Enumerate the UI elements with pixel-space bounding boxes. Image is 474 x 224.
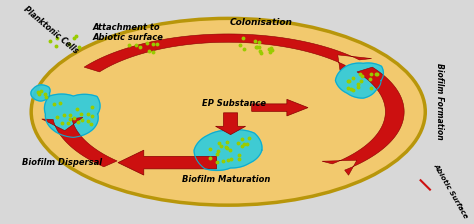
Text: EP Substance: EP Substance [202, 99, 266, 108]
Polygon shape [194, 130, 262, 170]
Text: Attachment to: Attachment to [92, 23, 160, 32]
Polygon shape [84, 34, 372, 72]
Text: Biofilm Maturation: Biofilm Maturation [182, 175, 270, 184]
Text: Abiotic surface: Abiotic surface [92, 32, 163, 42]
Polygon shape [336, 63, 383, 98]
Polygon shape [322, 67, 404, 175]
Polygon shape [216, 113, 246, 135]
Polygon shape [45, 94, 100, 137]
Polygon shape [31, 85, 50, 101]
Text: Colonisation: Colonisation [229, 18, 292, 27]
Text: Planktonic Cells: Planktonic Cells [22, 4, 80, 55]
Polygon shape [118, 150, 217, 175]
Text: Biofilm Dispersal: Biofilm Dispersal [22, 158, 102, 167]
Text: Abiotic Surface: Abiotic Surface [433, 162, 469, 219]
Text: Biofilm Formation: Biofilm Formation [435, 63, 444, 140]
Polygon shape [42, 117, 117, 167]
Ellipse shape [31, 18, 425, 205]
Polygon shape [252, 99, 308, 116]
